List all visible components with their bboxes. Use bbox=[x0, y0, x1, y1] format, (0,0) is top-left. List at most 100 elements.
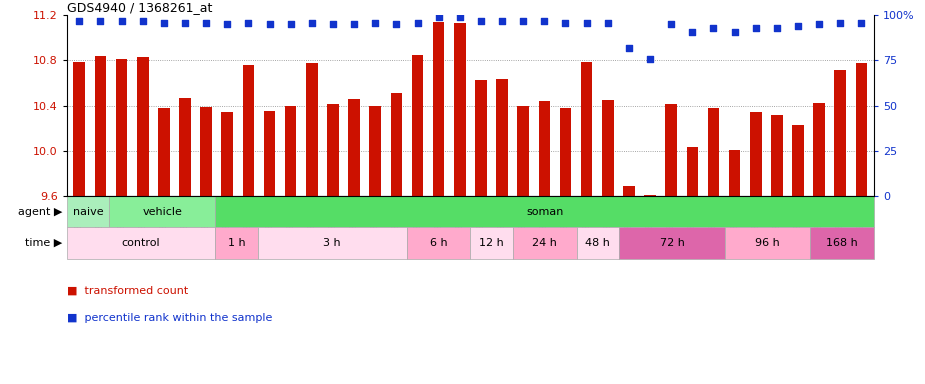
Point bbox=[389, 22, 404, 28]
Point bbox=[178, 20, 192, 26]
Bar bbox=[619, 227, 725, 259]
Text: 24 h: 24 h bbox=[532, 238, 557, 248]
Bar bbox=[512, 227, 576, 259]
Point bbox=[410, 20, 425, 26]
Bar bbox=[470, 227, 512, 259]
Bar bbox=[94, 56, 106, 196]
Bar bbox=[810, 227, 874, 259]
Point bbox=[347, 22, 362, 28]
Point bbox=[622, 45, 636, 51]
Text: ■  percentile rank within the sample: ■ percentile rank within the sample bbox=[67, 313, 272, 323]
Point bbox=[812, 22, 827, 28]
Bar bbox=[581, 61, 592, 196]
Point bbox=[135, 18, 150, 24]
Bar bbox=[327, 104, 339, 196]
Bar bbox=[116, 60, 128, 196]
Point bbox=[727, 28, 742, 35]
Bar bbox=[264, 111, 276, 196]
Bar bbox=[856, 63, 868, 196]
Bar bbox=[285, 106, 297, 196]
Bar bbox=[496, 78, 508, 196]
Point bbox=[600, 20, 615, 26]
Bar bbox=[242, 65, 254, 196]
Bar bbox=[792, 125, 804, 196]
Point bbox=[684, 28, 699, 35]
Point bbox=[832, 20, 847, 26]
Text: control: control bbox=[122, 238, 160, 248]
Text: 48 h: 48 h bbox=[586, 238, 610, 248]
Bar bbox=[109, 196, 216, 227]
Bar bbox=[623, 186, 635, 196]
Bar bbox=[137, 57, 149, 196]
Text: naive: naive bbox=[72, 207, 104, 217]
Bar bbox=[729, 150, 740, 196]
Bar bbox=[454, 23, 465, 196]
Bar bbox=[813, 103, 825, 196]
Bar bbox=[602, 100, 613, 196]
Point bbox=[368, 20, 383, 26]
Bar bbox=[433, 22, 445, 196]
Bar bbox=[538, 101, 550, 196]
Point bbox=[241, 20, 256, 26]
Text: 1 h: 1 h bbox=[228, 238, 245, 248]
Bar bbox=[834, 70, 846, 196]
Text: 3 h: 3 h bbox=[324, 238, 341, 248]
Bar bbox=[73, 61, 85, 196]
Bar bbox=[407, 227, 470, 259]
Point bbox=[452, 14, 467, 20]
Point bbox=[516, 18, 531, 24]
Text: 96 h: 96 h bbox=[756, 238, 781, 248]
Bar bbox=[412, 55, 424, 196]
Bar bbox=[725, 227, 810, 259]
Point bbox=[93, 18, 108, 24]
Bar bbox=[369, 106, 381, 196]
Point bbox=[304, 20, 319, 26]
Bar bbox=[158, 108, 169, 196]
Bar bbox=[221, 113, 233, 196]
Bar bbox=[576, 227, 619, 259]
Bar bbox=[475, 79, 487, 196]
Bar bbox=[67, 196, 109, 227]
Point bbox=[156, 20, 171, 26]
Point bbox=[431, 14, 446, 20]
Point bbox=[114, 18, 129, 24]
Bar bbox=[201, 107, 212, 196]
Point bbox=[664, 22, 679, 28]
Point bbox=[474, 18, 488, 24]
Bar bbox=[179, 98, 191, 196]
Bar bbox=[258, 227, 407, 259]
Point bbox=[643, 56, 658, 62]
Point bbox=[199, 20, 214, 26]
Point bbox=[220, 22, 235, 28]
Point bbox=[283, 22, 298, 28]
Point bbox=[72, 18, 87, 24]
Point bbox=[748, 25, 763, 31]
Bar bbox=[560, 108, 572, 196]
Bar bbox=[349, 99, 360, 196]
Point bbox=[326, 22, 340, 28]
Text: vehicle: vehicle bbox=[142, 207, 182, 217]
Bar bbox=[216, 196, 874, 227]
Bar bbox=[306, 63, 317, 196]
Bar bbox=[517, 106, 529, 196]
Bar bbox=[708, 108, 720, 196]
Bar bbox=[750, 113, 761, 196]
Bar bbox=[67, 227, 216, 259]
Point bbox=[536, 18, 551, 24]
Bar bbox=[390, 93, 402, 196]
Bar bbox=[686, 147, 698, 196]
Point bbox=[854, 20, 869, 26]
Text: GDS4940 / 1368261_at: GDS4940 / 1368261_at bbox=[67, 1, 212, 14]
Point bbox=[579, 20, 594, 26]
Point bbox=[262, 22, 277, 28]
Point bbox=[791, 23, 806, 29]
Bar bbox=[644, 195, 656, 196]
Text: 72 h: 72 h bbox=[660, 238, 684, 248]
Bar bbox=[665, 104, 677, 196]
Point bbox=[706, 25, 721, 31]
Text: ■  transformed count: ■ transformed count bbox=[67, 286, 188, 296]
Point bbox=[495, 18, 510, 24]
Text: agent ▶: agent ▶ bbox=[18, 207, 62, 217]
Bar bbox=[771, 114, 783, 196]
Point bbox=[770, 25, 784, 31]
